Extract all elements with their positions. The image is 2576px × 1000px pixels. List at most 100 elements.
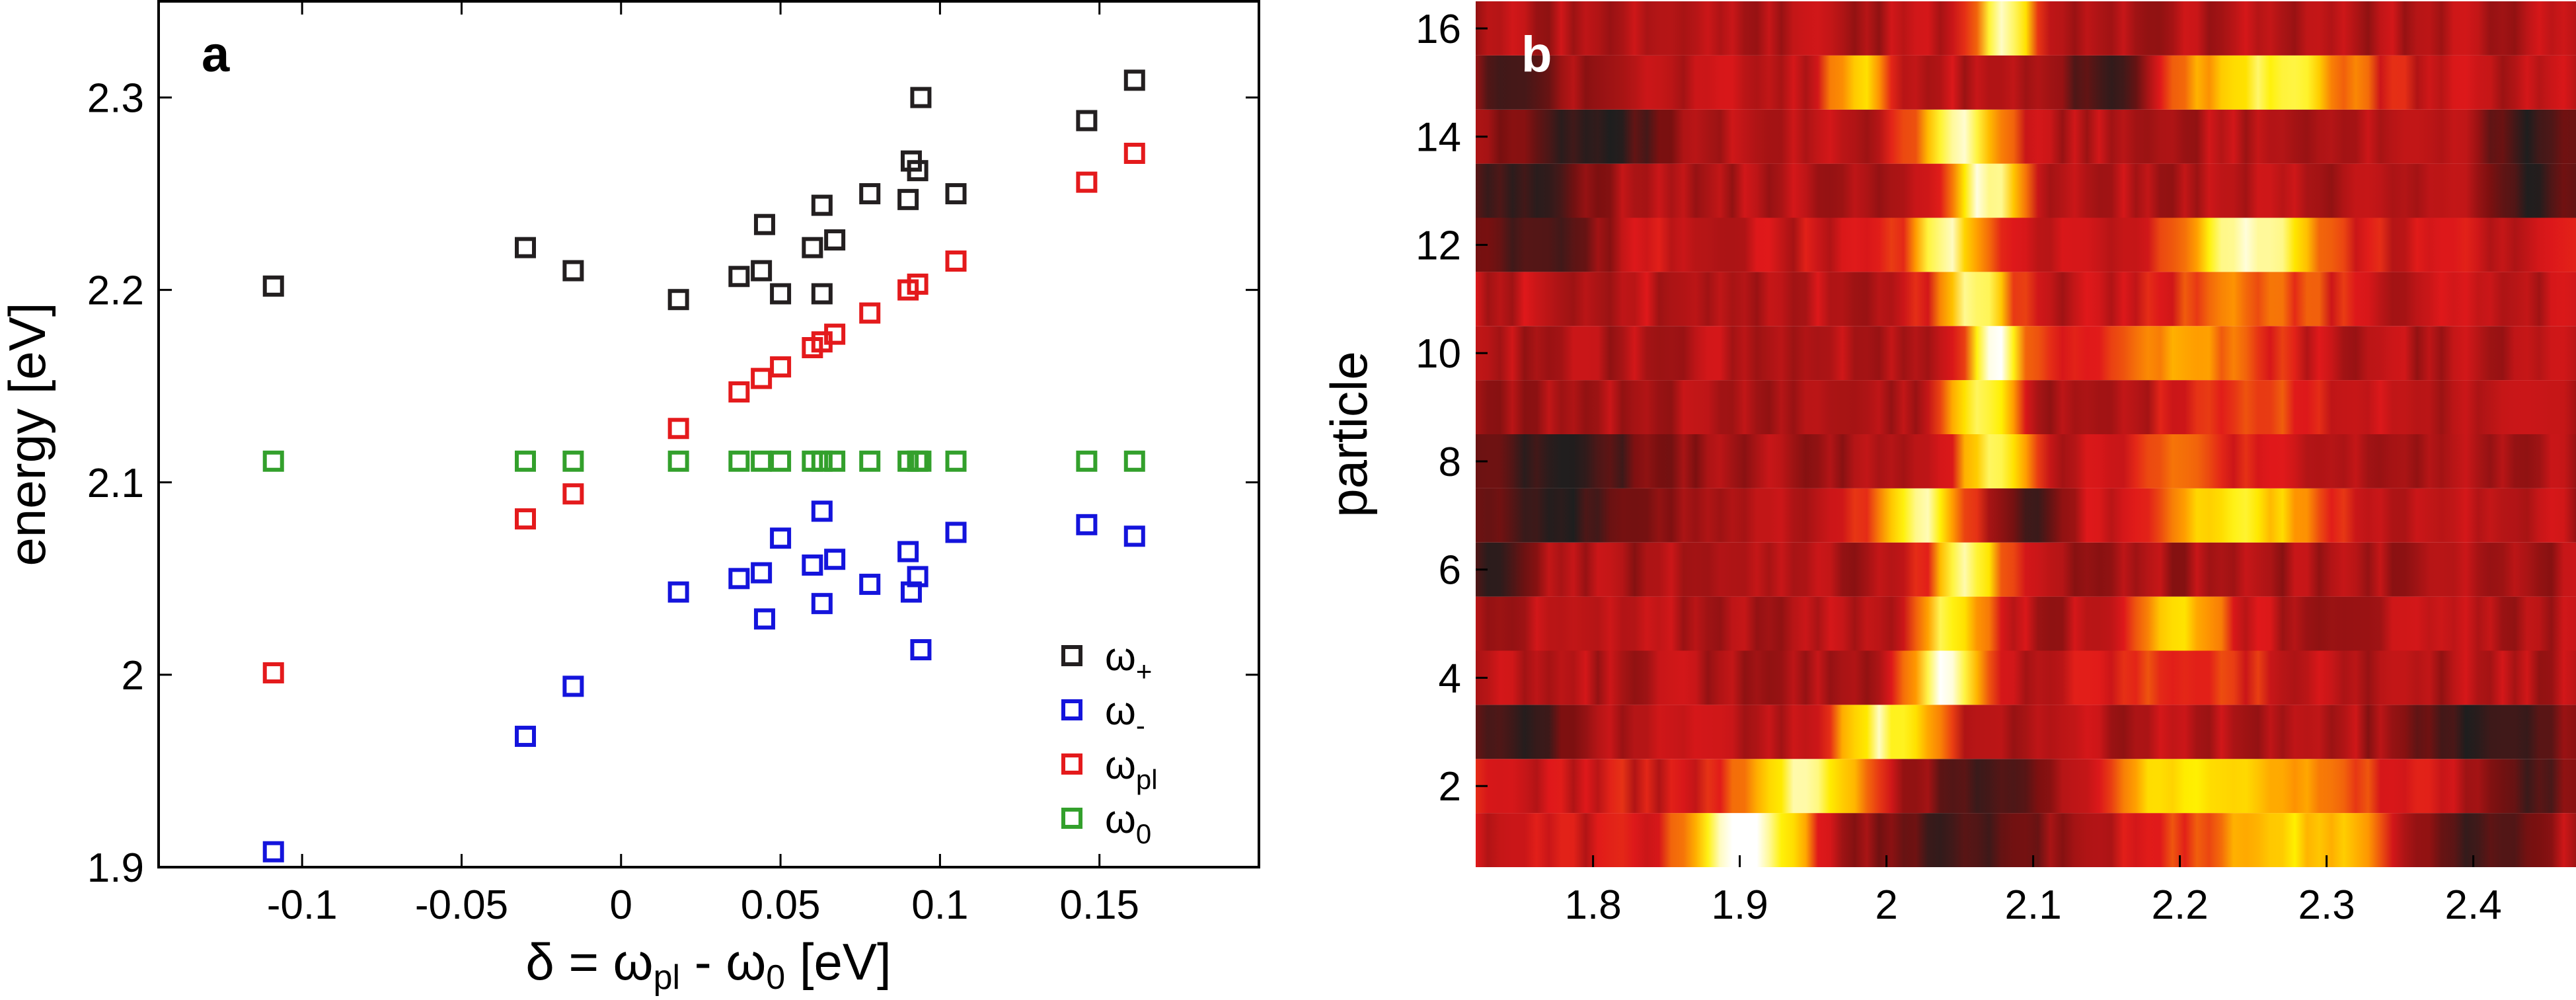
- point-minus: [811, 500, 833, 522]
- y-tick-label: 1.9: [87, 845, 144, 891]
- x-tick-label: 2: [1875, 882, 1897, 928]
- y-tick-label: 4: [1439, 656, 1461, 701]
- point-plus: [907, 160, 928, 182]
- heatmap-row-6: [1476, 542, 2576, 597]
- panel-a-y-axis-label: energy [eV]: [0, 303, 56, 566]
- point-pl: [770, 356, 792, 378]
- heatmap-row-13: [1476, 163, 2576, 218]
- legend-marker-minus: [1061, 699, 1082, 720]
- point-minus: [1076, 514, 1098, 535]
- point-plus: [811, 194, 833, 216]
- point-pl: [262, 662, 284, 683]
- point-minus: [1123, 525, 1145, 547]
- point-pl: [562, 483, 584, 505]
- xlabel-part: δ = ω: [525, 933, 653, 991]
- point-pl: [1076, 171, 1098, 193]
- point-plus: [667, 289, 689, 311]
- point-pl: [515, 508, 536, 530]
- panel-a-points: [262, 69, 1145, 863]
- point-minus: [910, 639, 932, 661]
- x-tick-label: -0.1: [267, 882, 338, 928]
- heatmap-row-12: [1476, 217, 2576, 272]
- point-plus: [811, 283, 833, 305]
- point-minus: [262, 841, 284, 863]
- point-zero: [515, 450, 536, 472]
- point-minus: [802, 554, 823, 576]
- panel-b-rows: [1476, 1, 2576, 867]
- panel-a-tick-labels: -0.1 -0.05 0 0.05 0.1 0.15 1.9 2 2.1 2.2 2.3: [87, 76, 1139, 928]
- point-zero: [910, 450, 932, 472]
- y-tick-label: 2: [122, 653, 144, 699]
- legend-label-zero: ω0: [1105, 797, 1151, 849]
- point-zero: [945, 450, 967, 472]
- y-tick-label: 2.2: [87, 268, 144, 314]
- legend-label-minus: ω-: [1105, 689, 1145, 741]
- point-minus: [824, 549, 846, 570]
- point-minus: [945, 521, 967, 543]
- point-plus: [515, 237, 536, 258]
- point-plus: [1123, 69, 1145, 91]
- point-zero: [859, 450, 881, 472]
- point-minus: [859, 574, 881, 596]
- panel-b-ticks: [1476, 27, 2475, 867]
- heatmap-row-15: [1476, 55, 2576, 110]
- heatmap-row-8: [1476, 434, 2576, 488]
- legend-marker-zero: [1061, 808, 1082, 829]
- point-pl: [907, 273, 928, 295]
- point-zero: [811, 450, 833, 472]
- panel-a-ticks: [159, 1, 1259, 868]
- point-minus: [562, 675, 584, 697]
- point-zero: [562, 450, 584, 472]
- heatmap-row-11: [1476, 272, 2576, 327]
- point-zero: [1076, 450, 1098, 472]
- point-minus: [811, 593, 833, 615]
- heatmap-row-5: [1476, 596, 2576, 651]
- point-plus: [1076, 110, 1098, 132]
- y-tick-label: 6: [1439, 548, 1461, 594]
- panel-a-plot-frame: [157, 0, 1260, 868]
- legend-label-plus: ω+: [1105, 635, 1152, 687]
- y-tick-label: 12: [1416, 223, 1461, 268]
- x-tick-label: -0.05: [415, 882, 508, 928]
- point-plus: [910, 87, 932, 108]
- point-minus: [751, 562, 773, 584]
- point-plus: [897, 188, 919, 210]
- y-tick-label: 16: [1416, 7, 1461, 52]
- heatmap-row-10: [1476, 326, 2576, 381]
- x-tick-label: 2.2: [2151, 882, 2208, 928]
- point-plus: [824, 229, 846, 250]
- panel-b-heatmap: 1.8 1.9 2 2.1 2.2 2.3 2.4 2 4 6 8 10 12 14 16 b partic…: [1320, 1, 2576, 928]
- point-zero: [728, 450, 750, 472]
- point-minus: [515, 726, 536, 748]
- xlabel-part: - ω: [680, 933, 766, 991]
- panel-b-y-axis-label: particle: [1320, 351, 1378, 517]
- point-pl: [1123, 142, 1145, 164]
- point-zero: [824, 450, 846, 472]
- point-plus: [945, 183, 967, 205]
- point-zero: [262, 450, 284, 472]
- y-tick-label: 8: [1439, 440, 1461, 485]
- point-minus: [667, 581, 689, 603]
- point-zero: [667, 450, 689, 472]
- point-zero: [1123, 450, 1145, 472]
- y-tick-label: 2: [1439, 764, 1461, 810]
- y-tick-label: 2.3: [87, 76, 144, 122]
- heatmap-row-16: [1476, 1, 2576, 56]
- point-pl: [824, 323, 846, 345]
- y-tick-label: 14: [1416, 115, 1461, 161]
- x-tick-label: 1.8: [1564, 882, 1621, 928]
- point-minus: [728, 568, 750, 590]
- heatmap-row-1: [1476, 813, 2576, 867]
- x-tick-label: 0.15: [1059, 882, 1139, 928]
- legend-marker-plus: [1061, 645, 1082, 666]
- point-plus: [728, 266, 750, 288]
- x-tick-label: 0: [610, 882, 632, 928]
- x-tick-label: 0.1: [911, 882, 968, 928]
- point-plus: [802, 237, 823, 258]
- point-plus: [562, 260, 584, 282]
- point-plus: [751, 260, 773, 282]
- panel-a-letter: a: [202, 26, 230, 83]
- point-pl: [667, 418, 689, 440]
